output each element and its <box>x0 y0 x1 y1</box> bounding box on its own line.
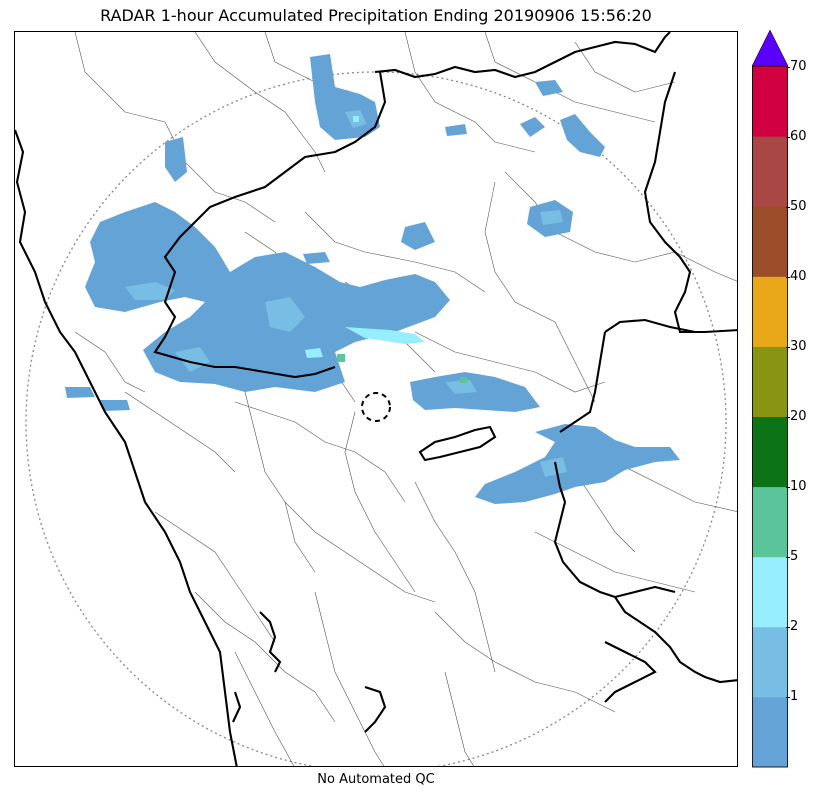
precip-area <box>165 137 187 182</box>
precip-area <box>100 400 130 411</box>
colorbar-bin <box>752 276 788 347</box>
colorbar-tick: 5 <box>785 549 799 564</box>
precipitation-field <box>65 54 680 504</box>
state-borders <box>15 32 737 766</box>
colorbar-bin <box>752 696 788 768</box>
colorbar-tick: 50 <box>786 199 807 214</box>
colorbar-tick: 20 <box>786 409 807 424</box>
colorbar-bin <box>752 136 788 207</box>
precip-area <box>310 54 380 140</box>
precip-area <box>560 114 605 157</box>
colorbar-tick: 40 <box>786 269 807 284</box>
colorbar-overflow-triangle <box>752 30 788 67</box>
colorbar-tick: 30 <box>786 339 807 354</box>
colorbar-bin <box>752 556 788 628</box>
colorbar-bin <box>752 416 788 488</box>
colorbar-tick: 60 <box>786 129 807 144</box>
radar-map[interactable] <box>14 31 738 767</box>
precip-area <box>303 252 330 264</box>
colorbar-bin <box>752 626 788 698</box>
colorbar-bin <box>752 206 788 277</box>
precip-area <box>345 327 425 344</box>
precip-area <box>305 348 323 358</box>
precip-area <box>540 457 567 477</box>
colorbar-bin <box>752 66 788 137</box>
colorbar-bin <box>752 486 788 558</box>
precip-area <box>520 117 545 137</box>
precip-area <box>445 380 477 394</box>
precip-area <box>85 202 450 392</box>
precip-area <box>401 222 435 250</box>
precip-area <box>475 424 680 504</box>
precip-area <box>125 282 175 300</box>
map-title: RADAR 1-hour Accumulated Precipitation E… <box>100 6 652 25</box>
colorbar-tick: 70 <box>786 59 807 74</box>
radar-site-marker <box>361 392 391 422</box>
colorbar-ticks: 1 2 5 10 20 30 40 50 60 70 <box>785 0 825 797</box>
colorbar-bin <box>752 346 788 417</box>
colorbar-tick: 10 <box>786 479 807 494</box>
precip-area <box>265 297 305 332</box>
precip-area <box>460 377 467 383</box>
colorbar-tick: 2 <box>785 619 799 634</box>
precip-area <box>65 387 95 398</box>
radar-map-canvas <box>15 32 737 766</box>
precip-area <box>540 210 563 225</box>
precip-area <box>175 347 210 372</box>
qc-note: No Automated QC <box>317 772 435 787</box>
precip-area <box>353 116 359 122</box>
precip-area <box>445 124 467 136</box>
precip-area <box>337 354 345 362</box>
colorbar-tick: 1 <box>785 689 799 704</box>
precip-area <box>535 80 563 96</box>
colorbar <box>752 30 788 768</box>
range-ring <box>25 71 727 766</box>
